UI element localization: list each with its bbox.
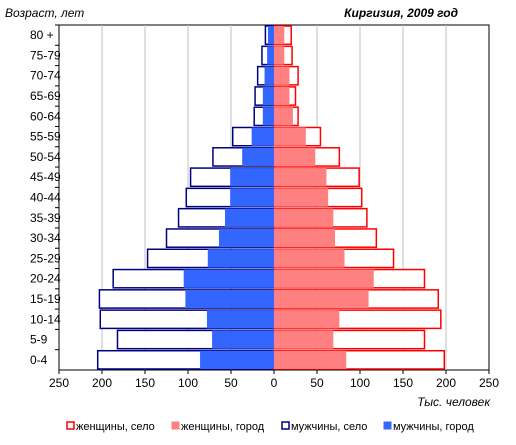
x-tick-label: 0 xyxy=(271,376,278,390)
age-group-label: 80 + xyxy=(30,28,54,42)
age-group-label: 50-54 xyxy=(30,150,61,164)
bar-male-urban xyxy=(185,289,274,309)
bar-female-urban xyxy=(274,66,290,85)
bar-female-urban xyxy=(274,289,369,309)
legend-swatch xyxy=(281,421,290,430)
x-tick-label: 150 xyxy=(393,376,413,390)
x-tick-label: 100 xyxy=(178,376,198,390)
bar-male-urban xyxy=(242,147,274,167)
bar-male-urban xyxy=(207,249,274,268)
bars xyxy=(96,25,446,370)
legend: женщины, село женщины, город мужчины, село… xyxy=(66,421,474,433)
bar-female-urban xyxy=(274,127,306,146)
bar-male-urban xyxy=(264,66,274,85)
bar-female-urban xyxy=(274,188,329,207)
x-tick-label: 250 xyxy=(49,376,69,390)
legend-item: женщины, село xyxy=(66,421,155,433)
bar-male-urban xyxy=(200,350,274,369)
x-tick-label: 150 xyxy=(135,376,155,390)
x-tick-label: 100 xyxy=(350,376,370,390)
bar-female-urban xyxy=(274,269,374,288)
legend-item: женщины, город xyxy=(171,421,265,433)
x-tick-label: 200 xyxy=(92,376,112,390)
bar-male-urban xyxy=(230,168,274,187)
age-group-label: 40-44 xyxy=(30,191,61,205)
x-tick-label: 50 xyxy=(310,376,324,390)
bar-male-urban xyxy=(267,26,274,45)
legend-label: женщины, город xyxy=(181,421,265,433)
x-axis-tick-labels: 250 200 150 100 50 0 50 100 150 200 250 xyxy=(49,370,499,390)
bar-female-urban xyxy=(274,147,316,167)
age-group-label: 35-39 xyxy=(30,211,61,225)
age-group-label: 25-29 xyxy=(30,251,61,265)
bar-male-urban xyxy=(183,269,274,288)
legend-item: мужчины, город xyxy=(383,421,474,433)
bar-female-urban xyxy=(274,86,290,106)
bar-female-urban xyxy=(274,228,336,248)
bar-male-urban xyxy=(262,107,274,126)
age-group-labels: 0-4 5-9 10-14 15-19 20-24 25-29 30-34 35-39 40-4… xyxy=(30,24,61,367)
x-tick-label: 200 xyxy=(436,376,456,390)
legend-label: мужчины, село xyxy=(291,421,367,433)
bar-female-urban xyxy=(274,107,293,126)
legend-item: мужчины, село xyxy=(281,421,367,433)
bar-female-urban xyxy=(274,310,340,329)
legend-swatch xyxy=(171,421,180,430)
bar-female-urban xyxy=(274,168,327,187)
bar-male-urban xyxy=(262,86,274,106)
legend-swatch xyxy=(66,421,75,430)
bar-female-urban xyxy=(274,46,285,65)
bar-female-urban xyxy=(274,350,347,369)
age-group-label: 0-4 xyxy=(30,353,48,367)
chart-title: Киргизия, 2009 год xyxy=(344,6,458,20)
age-group-label: 45-49 xyxy=(30,170,61,184)
age-group-label: 20-24 xyxy=(30,272,61,286)
age-group-label: 5-9 xyxy=(30,333,48,347)
bar-female-urban xyxy=(274,249,345,268)
bar-male-urban xyxy=(230,188,274,207)
bar-male-urban xyxy=(206,310,274,329)
age-group-label: 30-34 xyxy=(30,231,61,245)
y-axis-title: Возраст, лет xyxy=(5,6,84,20)
legend-label: мужчины, город xyxy=(393,421,474,433)
age-group-label: 15-19 xyxy=(30,292,61,306)
bar-male-urban xyxy=(267,46,274,65)
bar-female-urban xyxy=(274,208,334,227)
bar-female-urban xyxy=(274,330,334,349)
bar-male-urban xyxy=(218,228,274,248)
bar-male-urban xyxy=(224,208,274,227)
age-group-label: 70-74 xyxy=(30,69,61,83)
legend-swatch xyxy=(383,421,392,430)
age-group-label: 10-14 xyxy=(30,312,61,326)
x-tick-label: 50 xyxy=(224,376,238,390)
bar-male-urban xyxy=(212,330,274,349)
x-axis-title: Тыс. человек xyxy=(417,395,491,409)
age-group-label: 65-69 xyxy=(30,89,61,103)
bar-female-urban xyxy=(274,26,285,45)
bar-male-urban xyxy=(251,127,274,146)
age-group-label: 60-64 xyxy=(30,109,61,123)
x-tick-label: 250 xyxy=(479,376,499,390)
age-group-label: 55-59 xyxy=(30,130,61,144)
legend-label: женщины, село xyxy=(76,421,155,433)
age-group-label: 75-79 xyxy=(30,48,61,62)
